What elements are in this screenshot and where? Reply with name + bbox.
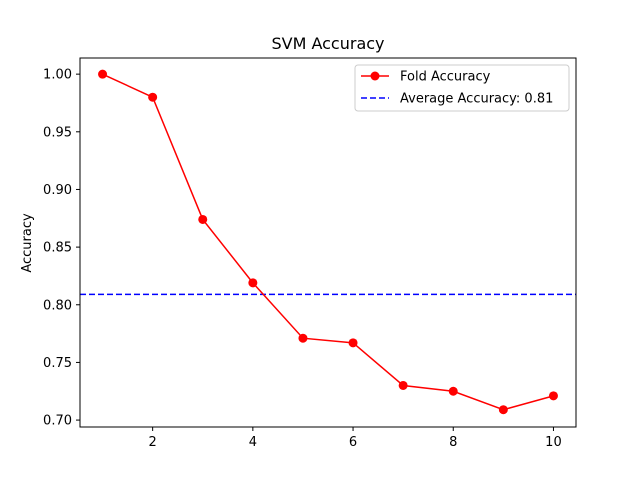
legend-fold-marker [370, 71, 380, 81]
y-tick-label: 0.75 [43, 356, 72, 371]
legend-box [354, 64, 570, 112]
x-tick-label: 2 [149, 435, 157, 450]
data-point-fold-9 [498, 405, 508, 415]
y-tick-label: 0.95 [43, 125, 72, 140]
data-point-fold-7 [398, 380, 408, 390]
y-axis-label: Accuracy [20, 213, 35, 273]
legend: Fold Accuracy Average Accuracy: 0.81 [354, 64, 570, 112]
data-point-fold-5 [298, 333, 308, 343]
y-tick-label: 0.70 [43, 414, 72, 429]
chart-title: SVM Accuracy [271, 34, 384, 53]
data-point-fold-8 [448, 386, 458, 396]
data-point-fold-1 [98, 69, 108, 79]
data-point-fold-2 [148, 92, 158, 102]
legend-average-label: Average Accuracy: 0.81 [400, 92, 553, 107]
data-point-fold-3 [198, 214, 208, 224]
y-tick-label: 0.90 [43, 183, 72, 198]
x-tick-label: 4 [249, 435, 257, 450]
x-tick-label: 8 [449, 435, 457, 450]
plot-area [80, 69, 576, 415]
y-tick-label: 0.80 [43, 298, 72, 313]
x-tick-label: 10 [545, 435, 562, 450]
x-tick-label: 6 [349, 435, 357, 450]
y-tick-label: 0.85 [43, 241, 72, 256]
data-point-fold-10 [548, 391, 558, 401]
data-point-fold-4 [248, 278, 258, 288]
plot-frame [79, 57, 577, 428]
data-point-fold-6 [348, 338, 358, 348]
axis-ticks: 2 4 6 8 10 0.70 0.75 0.80 0.85 0.90 0.95 1.00 [43, 68, 562, 450]
legend-fold-label: Fold Accuracy [400, 70, 491, 85]
series-line-fold-accuracy [102, 73, 554, 411]
y-tick-label: 1.00 [43, 68, 72, 83]
